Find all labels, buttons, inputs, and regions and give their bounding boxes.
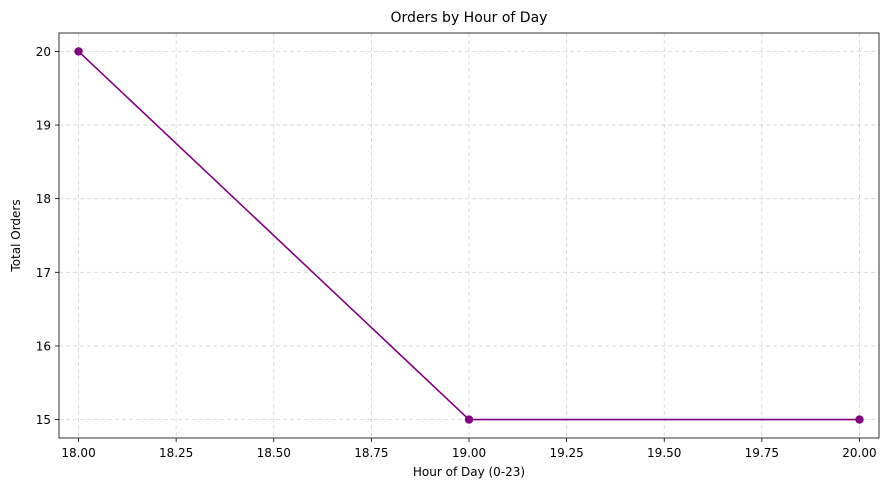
y-axis-label: Total Orders	[9, 199, 23, 272]
x-axis-label: Hour of Day (0-23)	[413, 465, 525, 479]
y-tick-label: 15	[36, 413, 51, 427]
data-point	[74, 47, 83, 56]
x-tick-label: 19.00	[452, 446, 486, 460]
series-layer	[74, 47, 864, 424]
x-tick-label: 19.25	[549, 446, 583, 460]
y-tick-label: 16	[36, 339, 51, 353]
data-point	[855, 415, 864, 424]
data-point	[464, 415, 474, 424]
y-tick-label: 20	[36, 45, 51, 59]
x-tick-label: 20.00	[842, 446, 876, 460]
x-tick-label: 18.75	[354, 446, 388, 460]
y-tick-label: 18	[36, 192, 51, 206]
x-tick-label: 18.25	[159, 446, 193, 460]
x-tick-label: 18.50	[257, 446, 291, 460]
x-tick-label: 19.50	[647, 446, 681, 460]
x-tick-label: 19.75	[745, 446, 779, 460]
grid	[59, 33, 879, 438]
y-tick-label: 19	[36, 119, 51, 133]
x-tick-label: 18.00	[61, 446, 95, 460]
x-axis: 18.00 18.25 18.50 18.75 19.00 19.25 19.50 19.75…	[61, 438, 877, 460]
chart-title: Orders by Hour of Day	[391, 10, 548, 26]
y-axis: 15 16 17 18 19 20	[36, 45, 59, 427]
y-tick-label: 17	[36, 266, 51, 280]
